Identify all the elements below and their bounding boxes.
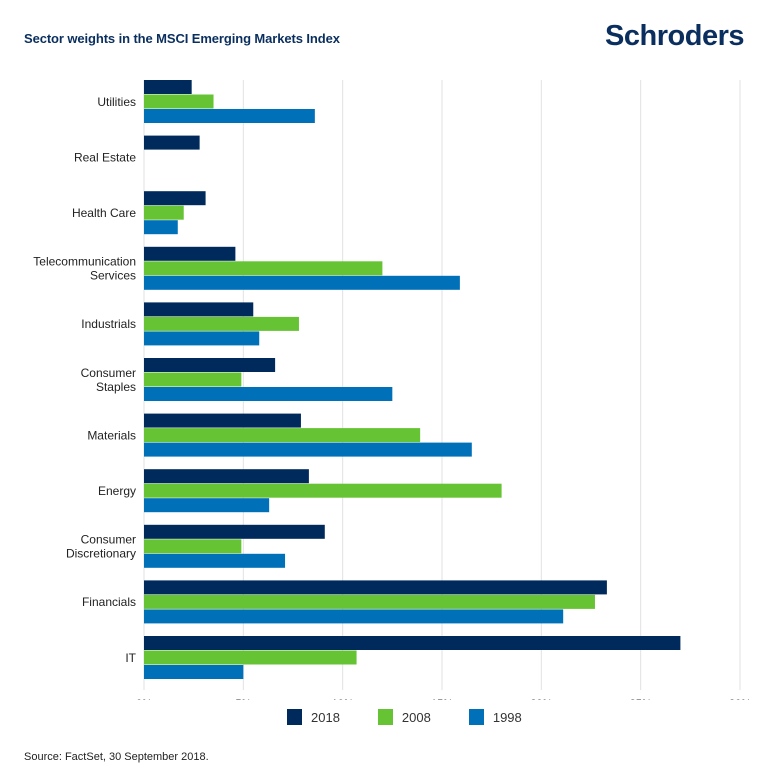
x-tick-label: 30%	[729, 698, 751, 700]
category-label: Materials	[87, 428, 136, 442]
category-label: Utilities	[97, 95, 136, 109]
category-label: Industrials	[81, 317, 136, 331]
bar-2008	[144, 594, 595, 609]
category-label: Real Estate	[74, 150, 136, 164]
bar-2018	[144, 580, 607, 595]
schroders-logo: Schroders	[605, 20, 744, 52]
bar-1998	[144, 109, 315, 123]
bar-2008	[144, 650, 357, 665]
bar-2018	[144, 524, 325, 539]
x-tick-label: 20%	[530, 698, 552, 700]
x-tick-label: 10%	[332, 698, 354, 700]
bar-2018	[144, 413, 301, 428]
legend-item-2008: 2008	[377, 709, 431, 725]
bar-1998	[144, 665, 244, 679]
category-label: Discretionary	[66, 547, 136, 561]
bar-1998	[144, 609, 564, 624]
bar-2018	[144, 302, 254, 317]
x-tick-label: 15%	[431, 698, 453, 700]
bar-1998	[144, 220, 178, 235]
x-axis-ticks: 0% 5% 10% 15% 20% 25% 30%	[136, 698, 751, 700]
category-label: Consumer	[81, 366, 136, 380]
bar-1998	[144, 442, 472, 457]
x-tick-label: 5%	[235, 698, 251, 700]
legend-label-1998: 1998	[492, 709, 522, 725]
y-axis-labels: Utilities Real Estate Health Care Telecommu…	[33, 95, 136, 665]
bar-chart: Utilities Real Estate Health Care Telecommu…	[33, 80, 751, 700]
category-label: Consumer	[81, 533, 136, 547]
bars	[144, 80, 681, 679]
bar-2008	[144, 539, 242, 554]
bar-2018	[144, 469, 309, 484]
bar-2008	[144, 94, 214, 109]
category-label: Telecommunication	[33, 255, 136, 269]
x-tick-label: 25%	[630, 698, 652, 700]
legend-item-2018: 2018	[287, 709, 340, 725]
bar-1998	[144, 498, 270, 513]
legend-label-2008: 2008	[401, 709, 431, 725]
bar-1998	[144, 331, 260, 346]
legend-item-1998: 1998	[468, 709, 522, 725]
bar-2008	[144, 428, 421, 443]
bar-2018	[144, 636, 681, 650]
category-label: Staples	[96, 380, 136, 394]
bar-1998	[144, 387, 393, 401]
legend-swatch-2018	[287, 709, 302, 725]
bar-2008	[144, 261, 383, 276]
x-tick-label: 0%	[136, 698, 152, 700]
category-label: Services	[90, 269, 136, 283]
bar-2008	[144, 316, 299, 331]
legend-swatch-2008	[377, 709, 393, 725]
legend: 2018 2008 1998	[287, 709, 560, 725]
bar-2018	[144, 191, 206, 206]
bar-2018	[144, 80, 192, 94]
source-note: Source: FactSet, 30 September 2018.	[24, 751, 209, 763]
bar-1998	[144, 553, 286, 568]
category-label: IT	[125, 651, 136, 665]
bar-2018	[144, 358, 276, 372]
category-label: Energy	[98, 484, 136, 498]
category-label: Health Care	[72, 206, 136, 220]
bar-2018	[144, 246, 236, 261]
bar-2008	[144, 372, 242, 387]
legend-label-2018: 2018	[311, 709, 340, 725]
bar-1998	[144, 275, 460, 290]
bar-2008	[144, 483, 502, 498]
chart-title: Sector weights in the MSCI Emerging Mark…	[24, 31, 340, 46]
category-label: Financials	[82, 595, 136, 609]
bar-2008	[144, 205, 184, 220]
legend-swatch-1998	[468, 709, 484, 725]
bar-2018	[144, 135, 200, 150]
